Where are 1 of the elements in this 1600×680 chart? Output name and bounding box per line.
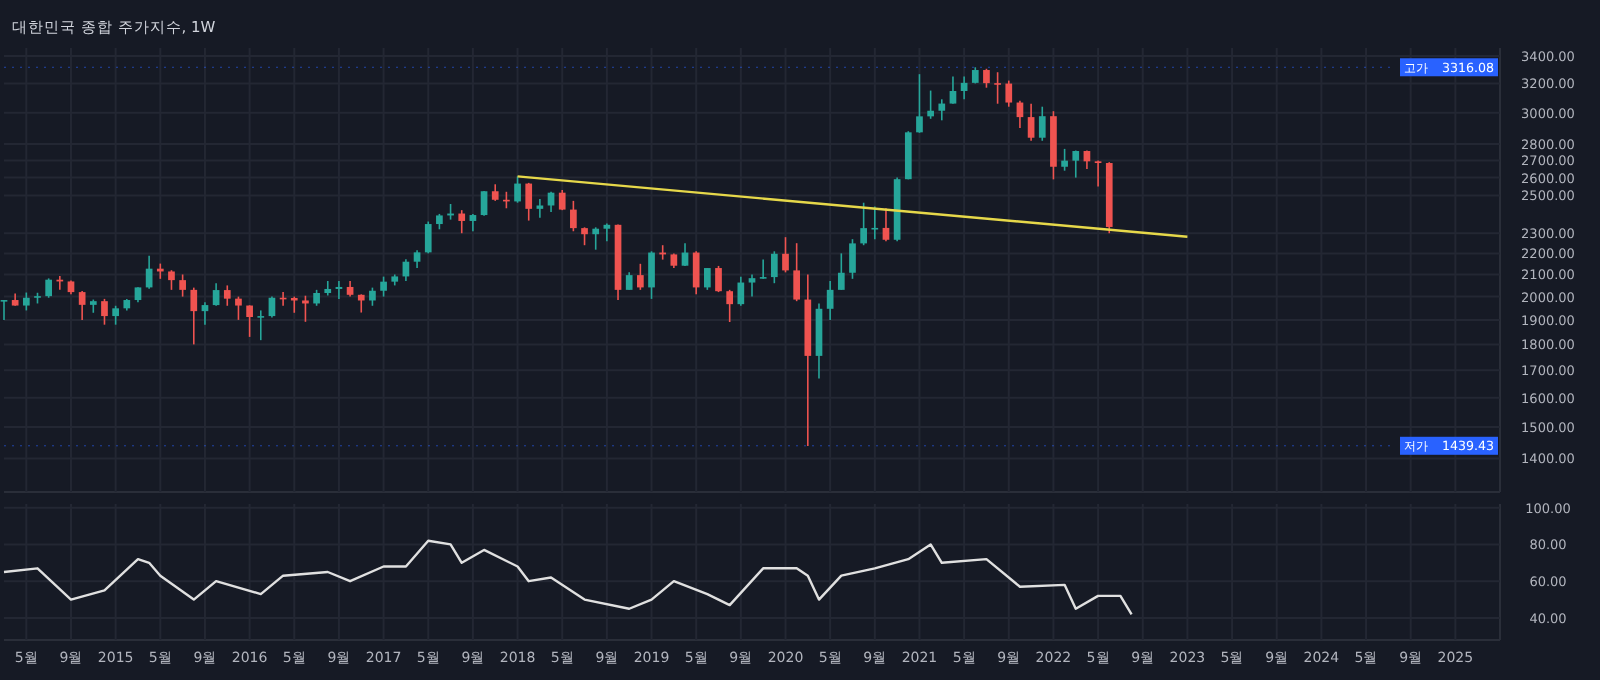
line-series <box>2 539 1133 616</box>
